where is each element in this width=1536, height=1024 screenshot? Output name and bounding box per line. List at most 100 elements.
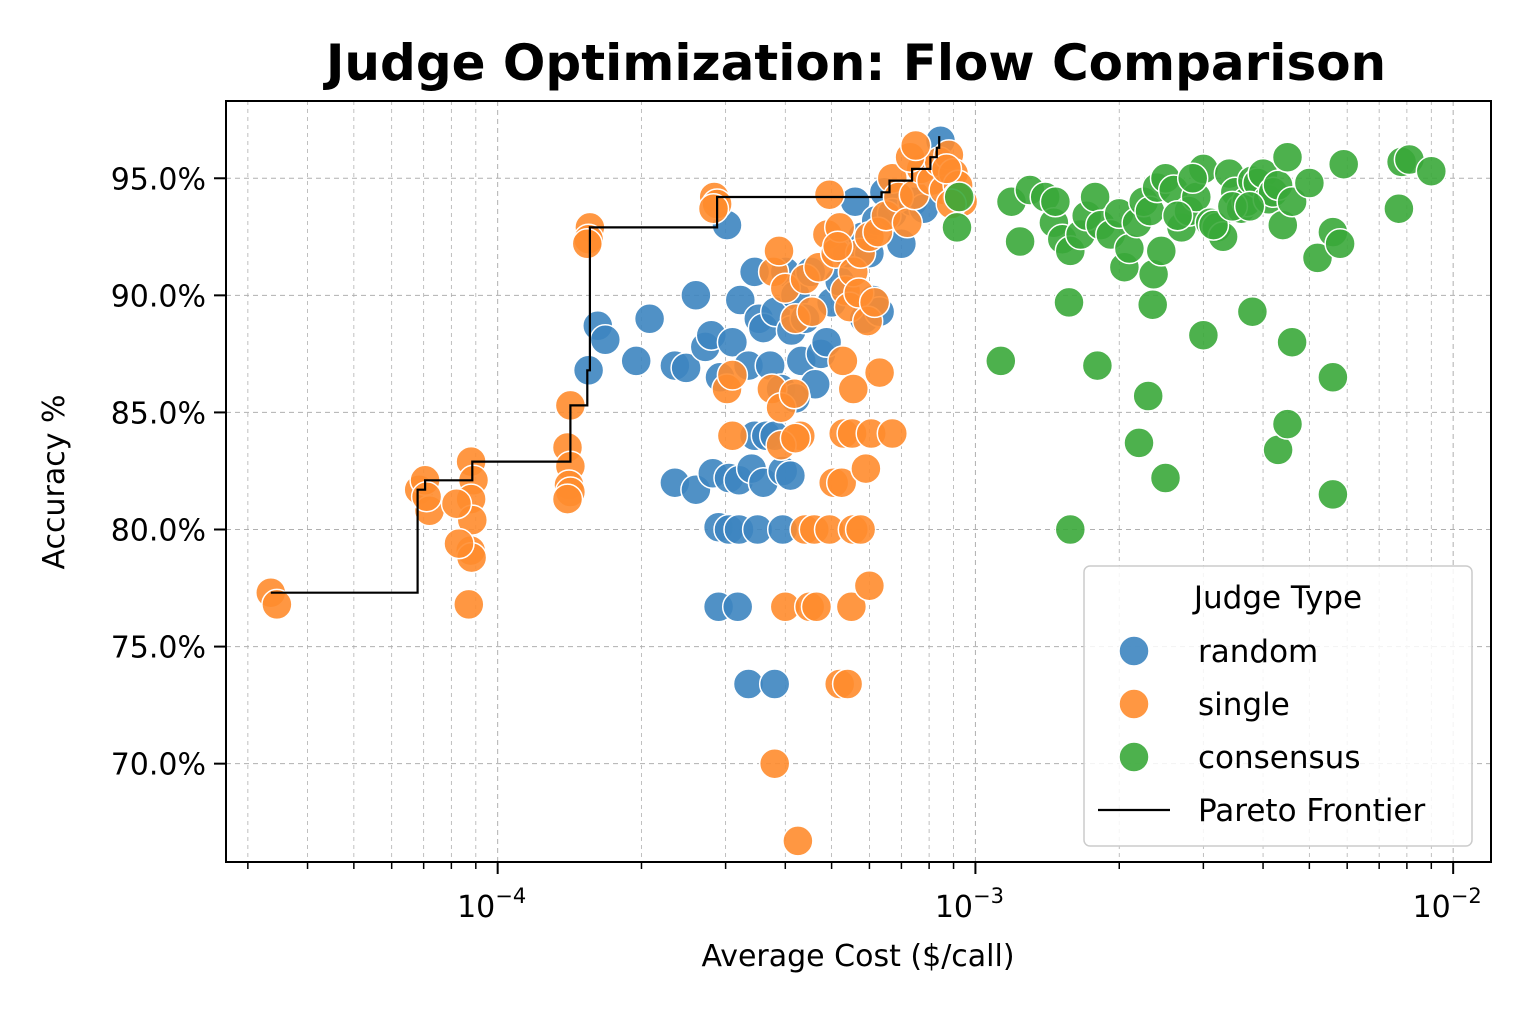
point-consensus xyxy=(1383,192,1415,225)
point-consensus xyxy=(1039,185,1072,218)
x-axis-label: Average Cost ($/call) xyxy=(701,939,1014,974)
point-random xyxy=(716,326,749,358)
axes: 10−4 10−3 10−2 70.0% 75.0% 80.0% 85.0% 90.0% 95.… xyxy=(111,162,1482,925)
point-consensus xyxy=(1149,462,1182,494)
point-single xyxy=(716,359,749,391)
point-single xyxy=(782,825,814,857)
point-single xyxy=(778,377,811,410)
y-tick-label: 70.0% xyxy=(111,748,206,783)
y-axis-label: Accuracy % xyxy=(37,394,72,569)
point-random xyxy=(670,352,702,384)
pareto-frontier-line xyxy=(270,136,941,594)
point-random xyxy=(774,459,807,492)
point-single xyxy=(863,356,896,389)
point-single xyxy=(827,345,859,377)
point-consensus xyxy=(1415,155,1448,187)
point-consensus xyxy=(1004,225,1036,258)
point-single xyxy=(716,420,749,452)
point-single xyxy=(825,466,858,499)
point-consensus xyxy=(1276,326,1308,358)
point-consensus xyxy=(943,181,975,213)
point-single xyxy=(571,228,604,260)
point-random xyxy=(724,284,757,316)
point-single xyxy=(831,668,864,700)
point-consensus xyxy=(1271,141,1304,173)
point-consensus xyxy=(1145,235,1178,267)
point-single xyxy=(697,192,730,225)
point-consensus xyxy=(1271,408,1304,440)
point-consensus xyxy=(1317,478,1349,511)
point-consensus xyxy=(1081,349,1114,382)
legend-marker-consensus xyxy=(1118,741,1150,773)
point-single xyxy=(261,588,293,621)
point-consensus xyxy=(1136,288,1169,321)
point-random xyxy=(758,668,791,700)
point-single xyxy=(930,153,963,185)
point-single xyxy=(758,747,791,780)
point-single xyxy=(835,591,868,623)
x-tick-label: 10−2 xyxy=(1413,884,1482,925)
point-single xyxy=(813,178,846,211)
x-tick-label: 10−3 xyxy=(935,884,1004,925)
point-consensus xyxy=(1327,148,1360,180)
point-consensus xyxy=(1317,361,1349,394)
legend-label: random xyxy=(1198,634,1318,670)
legend-label: single xyxy=(1198,687,1290,723)
point-random xyxy=(589,324,622,356)
legend-label: consensus xyxy=(1198,740,1360,776)
y-tick-label: 75.0% xyxy=(111,631,206,666)
point-single xyxy=(858,286,891,319)
point-consensus xyxy=(1123,427,1155,459)
point-consensus xyxy=(1187,319,1220,351)
point-single xyxy=(850,452,882,485)
point-random xyxy=(633,303,666,335)
y-tick-label: 85.0% xyxy=(111,396,206,431)
plot-frame xyxy=(225,100,1492,863)
point-consensus xyxy=(1197,209,1230,241)
point-single xyxy=(453,588,485,621)
pareto-frontier-layer xyxy=(270,136,941,594)
point-consensus xyxy=(1053,286,1085,319)
legend-label: Pareto Frontier xyxy=(1198,793,1426,829)
series-single xyxy=(255,129,979,857)
point-consensus xyxy=(1301,242,1334,274)
y-tick-label: 95.0% xyxy=(111,162,206,197)
point-random xyxy=(620,345,652,377)
point-consensus xyxy=(1054,513,1087,546)
legend: Judge Type random single consensus Pareto F… xyxy=(1083,565,1473,847)
point-single xyxy=(551,483,584,515)
series-consensus xyxy=(941,141,1448,546)
point-consensus xyxy=(1161,199,1194,232)
point-consensus xyxy=(1132,380,1164,412)
x-tick-label: 10−4 xyxy=(457,884,526,925)
point-single xyxy=(899,129,932,162)
point-random xyxy=(721,591,754,623)
point-consensus xyxy=(1176,162,1209,195)
legend-marker-single xyxy=(1118,688,1150,720)
y-tick-label: 90.0% xyxy=(111,279,206,314)
point-consensus xyxy=(985,345,1017,377)
point-consensus xyxy=(1233,190,1266,223)
y-tick-label: 80.0% xyxy=(111,514,206,549)
point-single xyxy=(876,417,909,450)
point-consensus xyxy=(941,211,973,244)
point-consensus xyxy=(1236,295,1269,328)
point-single xyxy=(763,235,795,267)
point-single xyxy=(821,230,854,262)
point-consensus xyxy=(1293,167,1326,199)
legend-title: Judge Type xyxy=(1192,580,1362,616)
point-single xyxy=(410,480,443,513)
point-single xyxy=(800,591,833,623)
point-consensus xyxy=(1324,228,1356,260)
point-random xyxy=(680,279,712,312)
point-single xyxy=(837,373,870,405)
point-single xyxy=(443,527,475,560)
chart-title: Judge Optimization: Flow Comparison xyxy=(323,34,1386,92)
legend-marker-random xyxy=(1118,635,1150,667)
point-single xyxy=(440,487,473,520)
legend-box xyxy=(1083,565,1473,847)
point-single xyxy=(891,207,924,239)
point-single xyxy=(853,569,886,602)
